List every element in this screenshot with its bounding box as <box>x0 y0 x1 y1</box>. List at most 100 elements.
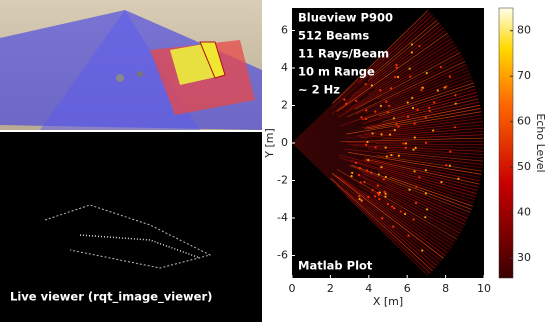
x-axis-label: X [m] <box>373 295 403 308</box>
echo-spot <box>421 86 424 89</box>
echo-spot <box>350 175 353 178</box>
sonar-ray <box>341 35 450 110</box>
y-tick-label: 2 <box>281 99 288 112</box>
sonar-ray <box>382 134 484 140</box>
echo-spot <box>371 132 374 135</box>
echo-spot <box>410 51 413 54</box>
echo-spot <box>351 171 354 174</box>
sonar-ray <box>377 190 459 237</box>
sonar-ray <box>374 38 452 89</box>
viewer-caption: Live viewer (rqt_image_viewer) <box>10 290 212 305</box>
echo-spot <box>421 249 424 252</box>
sonar-ray <box>370 190 456 243</box>
echo-spot <box>418 176 421 179</box>
echo-spot <box>425 208 429 211</box>
x-tick-label: 8 <box>442 282 449 295</box>
echo-spot <box>449 150 452 153</box>
colorbar-tick-label: 70 <box>517 69 531 82</box>
x-tick-label: 10 <box>477 282 491 295</box>
sonar-ray <box>365 157 481 182</box>
sonar-ray <box>391 114 482 129</box>
sonar-ray <box>367 181 462 231</box>
echo-spot <box>376 184 379 187</box>
echo-spot <box>345 102 348 105</box>
echo-spot <box>413 170 416 173</box>
echo-spot <box>395 63 398 67</box>
sonar-ray <box>345 195 428 276</box>
sonar-ray <box>358 184 454 246</box>
echo-spot <box>396 75 400 79</box>
sonar-ray <box>357 175 464 228</box>
echo-spot <box>445 164 448 167</box>
annotation: ~ 2 Hz <box>298 83 340 97</box>
echo-spot <box>425 72 428 75</box>
sonar-ray <box>345 27 444 103</box>
live-viewer: Live viewer (rqt_image_viewer) <box>0 132 262 322</box>
echo-spot <box>365 109 368 112</box>
colorbar-tick-label: 50 <box>517 160 531 173</box>
sonar-ray <box>354 52 461 110</box>
echo-spot <box>406 101 409 104</box>
echo-spot <box>380 166 383 169</box>
echo-spot <box>454 94 457 97</box>
echo-spot <box>453 126 456 129</box>
echo-spot <box>448 164 451 167</box>
echo-spot <box>410 43 414 46</box>
sonar-ray <box>386 155 483 169</box>
x-tick-label: 2 <box>327 282 334 295</box>
colorbar-tick-label: 30 <box>517 251 531 264</box>
echo-spot <box>364 83 367 86</box>
sonar-ray <box>378 85 476 117</box>
sonar-ray <box>362 101 480 128</box>
echo-spot <box>383 190 386 194</box>
echo-spot <box>424 141 428 144</box>
annotation: 512 Beams <box>298 29 369 43</box>
sonar-ray <box>360 170 470 216</box>
echo-spot <box>388 104 391 108</box>
echo-spot <box>367 195 370 199</box>
echo-spot <box>397 154 401 157</box>
sonar-ray <box>368 40 454 96</box>
echo-spot <box>360 116 363 119</box>
echo-spot <box>436 89 439 92</box>
colorbar-tick-label: 60 <box>517 115 531 128</box>
sonar-ray <box>331 30 446 115</box>
y-tick-label: -6 <box>277 249 288 262</box>
echo-spot <box>384 192 387 195</box>
echo-spot <box>380 133 383 136</box>
echo-spot <box>379 89 382 92</box>
sonar-fan <box>292 10 484 276</box>
sonar-ray <box>346 141 484 143</box>
sonar-ray <box>339 79 473 127</box>
echo-spot <box>402 142 405 145</box>
sonar-ray <box>382 98 479 122</box>
sonar-ray <box>389 176 473 207</box>
sonar-ray <box>349 159 477 198</box>
sonar-ray <box>356 173 466 225</box>
sonar-ray <box>332 10 428 104</box>
echo-spot <box>379 104 382 107</box>
echo-spot <box>378 197 381 201</box>
echo-spot <box>395 122 398 126</box>
sonar-ray <box>368 88 477 121</box>
sonar-ray <box>378 171 474 204</box>
sonar-ray <box>337 49 459 118</box>
sonar-ray <box>348 43 456 109</box>
echo-spot <box>399 210 402 213</box>
x-tick-label: 0 <box>289 282 296 295</box>
echo-spot <box>406 115 410 118</box>
sonar-ray <box>390 76 472 107</box>
sonar-ray <box>362 92 477 124</box>
sonar-ray <box>360 127 484 138</box>
sonar-ray <box>367 108 481 130</box>
sonar-ray <box>344 124 484 139</box>
sonar-ray <box>338 154 478 191</box>
echo-spot <box>392 225 395 228</box>
echo-spot <box>428 109 431 112</box>
echo-spot <box>414 201 418 204</box>
echo-spot <box>407 234 410 237</box>
sonar-ray <box>331 17 435 109</box>
sonar-ray <box>345 46 457 112</box>
x-tick-label: 6 <box>404 282 411 295</box>
sonar-ray <box>336 184 431 274</box>
